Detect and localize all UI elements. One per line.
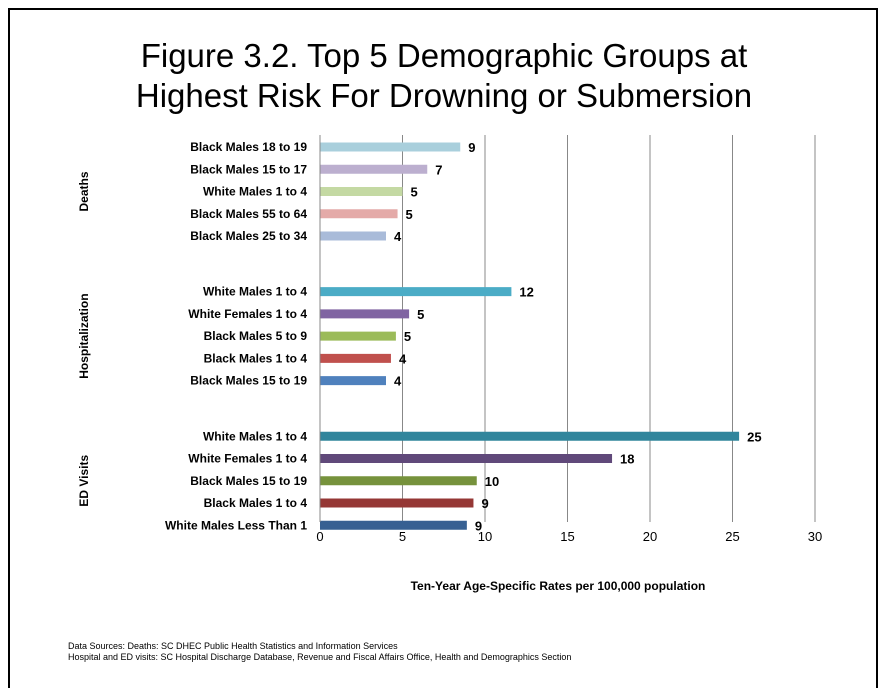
x-tick-label: 5	[399, 529, 406, 544]
bar	[320, 287, 512, 297]
bar	[320, 209, 398, 219]
data-label: 7	[435, 162, 442, 177]
group-label: Hospitalization	[77, 293, 91, 378]
data-label: 18	[620, 452, 634, 467]
bars	[320, 142, 740, 530]
bar	[320, 187, 403, 196]
data-label: 9	[475, 518, 482, 533]
x-tick-label: 25	[725, 529, 739, 544]
bar	[320, 231, 386, 241]
title-line-2: Highest Risk For Drowning or Submersion	[135, 77, 753, 114]
category-label: White Males Less Than 1	[165, 518, 307, 532]
category-label: Black Males 15 to 19	[190, 474, 307, 488]
bar	[320, 376, 386, 386]
category-label: White Males 1 to 4	[203, 429, 307, 443]
category-label: Black Males 5 to 9	[204, 329, 308, 343]
bar	[320, 164, 428, 174]
bar	[320, 454, 613, 463]
data-label: 9	[468, 140, 475, 155]
data-label: 4	[399, 351, 407, 366]
category-label: Black Males 15 to 17	[190, 162, 307, 176]
category-label: Black Males 1 to 4	[204, 496, 308, 510]
bar	[320, 142, 461, 152]
category-label: Black Males 25 to 34	[190, 229, 307, 243]
bar	[320, 309, 410, 319]
x-tick-label: 10	[478, 529, 492, 544]
x-tick-label: 30	[808, 529, 822, 544]
category-label: White Males 1 to 4	[203, 185, 307, 199]
bar-chart: 0 5 10 15 20 25 30 Black Males 18 to 19 9 Black M…	[77, 135, 822, 593]
category-label: Black Males 55 to 64	[190, 207, 307, 221]
bar	[320, 520, 467, 530]
category-label: Black Males 1 to 4	[204, 351, 308, 365]
data-label: 12	[519, 285, 533, 300]
category-label: Black Males 15 to 19	[190, 374, 307, 388]
title-line-1: Figure 3.2. Top 5 Demographic Groups at	[140, 37, 748, 74]
data-label: 5	[411, 185, 418, 200]
data-sources: Data Sources: Deaths: SC DHEC Public Hea…	[68, 641, 868, 663]
x-tick-label: 20	[643, 529, 657, 544]
sources-line-1: Data Sources: Deaths: SC DHEC Public Hea…	[68, 641, 398, 651]
data-label: 4	[394, 229, 402, 244]
data-label: 25	[747, 429, 761, 444]
axes: 0 5 10 15 20 25 30 Black Males 18 to 19 9 Black M…	[77, 135, 822, 544]
data-label: 4	[394, 374, 402, 389]
data-label: 5	[417, 307, 424, 322]
x-tick-label: 15	[560, 529, 574, 544]
category-label: White Females 1 to 4	[188, 307, 307, 321]
data-label: 5	[404, 329, 411, 344]
category-label: White Males 1 to 4	[203, 285, 307, 299]
bar	[320, 353, 391, 363]
bar	[320, 331, 396, 341]
bar	[320, 498, 474, 508]
x-axis-label: Ten-Year Age-Specific Rates per 100,000 …	[411, 579, 706, 593]
sources-line-2: Hospital and ED visits: SC Hospital Disc…	[68, 652, 572, 662]
bar	[320, 431, 740, 441]
group-label: Deaths	[77, 171, 91, 211]
data-label: 10	[485, 474, 499, 489]
group-label: ED Visits	[77, 455, 91, 507]
category-label: White Females 1 to 4	[188, 452, 307, 466]
data-label: 9	[481, 496, 488, 511]
data-label: 5	[406, 207, 413, 222]
category-label: Black Males 18 to 19	[190, 140, 307, 154]
x-tick-label: 0	[316, 529, 323, 544]
chart-title: Figure 3.2. Top 5 Demographic Groups at …	[0, 36, 888, 116]
bar	[320, 476, 477, 486]
